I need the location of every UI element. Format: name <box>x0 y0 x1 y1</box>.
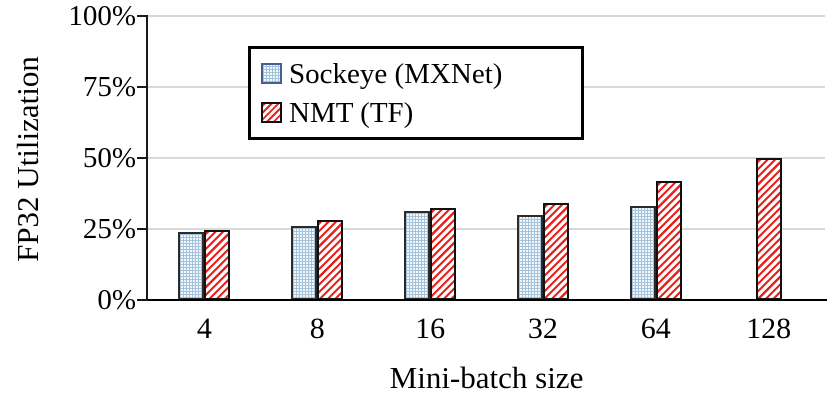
x-tick-label-64: 64 <box>640 312 671 345</box>
gridline-50 <box>148 157 825 159</box>
y-tick-label: 0% <box>97 284 136 316</box>
y-tick-label: 25% <box>82 213 136 245</box>
legend: Sockeye (MXNet) NMT (TF) <box>248 46 584 140</box>
y-tick-mark <box>137 228 147 230</box>
bar-nmt-64 <box>655 180 682 300</box>
legend-label-sockeye: Sockeye (MXNet) <box>289 57 503 90</box>
gridline-25 <box>148 228 825 230</box>
bar-group-8 <box>261 16 374 300</box>
x-tick-label-8: 8 <box>309 312 325 345</box>
legend-label-nmt: NMT (TF) <box>289 96 414 129</box>
x-tick-label-4: 4 <box>196 312 212 345</box>
y-tick-mark <box>137 86 147 88</box>
bar-group-128 <box>712 16 825 300</box>
sockeye-swatch-icon <box>261 63 282 84</box>
y-tick-label: 100% <box>68 0 136 32</box>
bar-sockeye-4 <box>178 231 205 300</box>
bar-sockeye-32 <box>516 214 543 300</box>
bar-nmt-16 <box>430 207 457 300</box>
x-tick-label-32: 32 <box>527 312 558 345</box>
x-axis-title: Mini-batch size <box>389 360 584 395</box>
bar-group-64 <box>599 16 712 300</box>
y-tick-mark <box>137 157 147 159</box>
bar-sockeye-8 <box>291 226 318 300</box>
gridline-100 <box>148 15 825 17</box>
bar-sockeye-16 <box>404 210 431 300</box>
y-tick-mark <box>137 299 147 301</box>
bar-sockeye-64 <box>629 206 656 300</box>
y-axis-line <box>146 15 148 301</box>
bar-nmt-128 <box>755 158 782 300</box>
bar-group-4 <box>148 16 261 300</box>
x-tick-label-128: 128 <box>746 312 792 345</box>
legend-item-nmt: NMT (TF) <box>261 93 573 132</box>
x-tick-label-16: 16 <box>415 312 446 345</box>
y-tick-label: 75% <box>82 71 136 103</box>
bar-nmt-4 <box>204 230 231 300</box>
x-axis-line <box>148 299 827 301</box>
bar-group-16 <box>374 16 487 300</box>
bar-group-32 <box>487 16 600 300</box>
nmt-swatch-icon <box>261 102 282 123</box>
plot-area <box>148 15 825 300</box>
legend-item-sockeye: Sockeye (MXNet) <box>261 54 573 93</box>
bar-nmt-32 <box>542 203 569 300</box>
y-tick-mark <box>137 15 147 17</box>
bar-nmt-8 <box>317 220 344 300</box>
y-tick-label: 50% <box>82 142 136 174</box>
